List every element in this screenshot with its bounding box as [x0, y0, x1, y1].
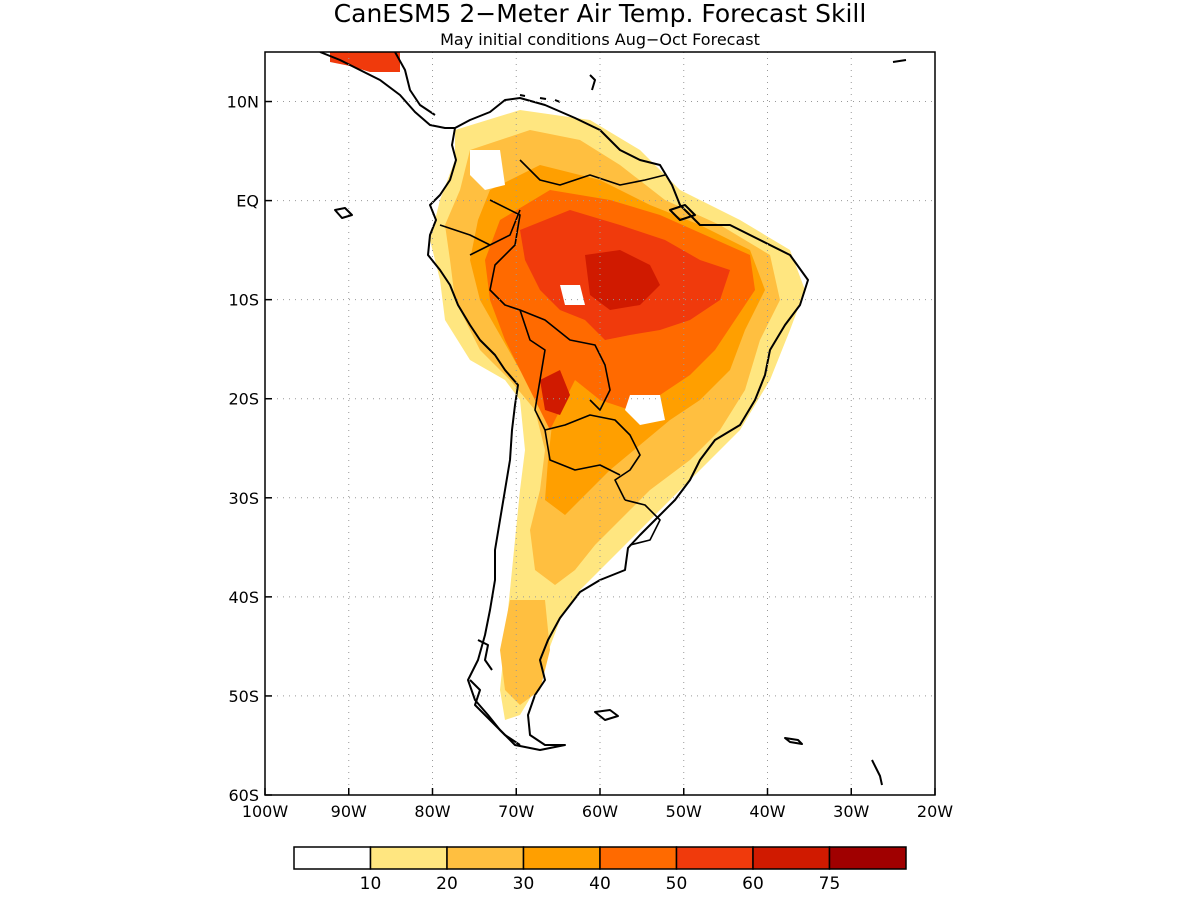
- chile-fjords: [469, 639, 521, 746]
- y-tick-label: 50S: [228, 687, 259, 706]
- x-tick-label: 50W: [666, 802, 702, 821]
- legend-label: 10: [360, 874, 382, 894]
- y-tick-label: 10S: [228, 291, 259, 310]
- x-tick-label: 80W: [414, 802, 450, 821]
- south-america-coast: [427, 97, 809, 751]
- x-tick-label: 40W: [749, 802, 785, 821]
- y-axis: 10N EQ 10S 20S 30S 40S 50S 60S: [227, 93, 272, 805]
- skill-hole-3: [560, 285, 585, 305]
- x-tick-label: 90W: [331, 802, 367, 821]
- legend-swatch: [599, 846, 678, 870]
- x-tick-label: 30W: [833, 802, 869, 821]
- legend-swatch: [828, 846, 907, 870]
- legend-swatch: [446, 846, 525, 870]
- y-tick-label: 10N: [227, 93, 259, 112]
- color-legend: 10 20 30 40 50 60 75: [293, 846, 907, 894]
- x-tick-label: 70W: [498, 802, 534, 821]
- caribbean-islands: [519, 59, 907, 103]
- coastlines: [319, 52, 907, 786]
- x-tick-label: 20W: [917, 802, 953, 821]
- x-axis: 100W 90W 80W 70W 60W 50W 40W 30W 20W: [242, 788, 953, 821]
- y-tick-label: 30S: [228, 489, 259, 508]
- legend-label: 60: [742, 874, 764, 894]
- south-sandwich-islands: [871, 759, 883, 786]
- y-tick-label: 60S: [228, 786, 259, 805]
- chart-subtitle: May initial conditions Aug−Oct Forecast: [440, 30, 760, 49]
- y-tick-label: 20S: [228, 390, 259, 409]
- legend-swatch: [675, 846, 754, 870]
- x-tick-label: 60W: [582, 802, 618, 821]
- south-georgia: [784, 737, 803, 745]
- legend-label: 75: [819, 874, 841, 894]
- legend-swatch: [752, 846, 831, 870]
- plot-area: [265, 52, 935, 795]
- y-tick-label: 40S: [228, 588, 259, 607]
- skill-region-60-75: [585, 250, 660, 310]
- skill-region-60-75-b: [540, 370, 570, 415]
- grid-lines: [265, 52, 935, 795]
- legend-label: 30: [513, 874, 535, 894]
- legend-label: 40: [589, 874, 611, 894]
- legend-label: 20: [436, 874, 458, 894]
- central-america-coast: [319, 52, 455, 129]
- falkland-islands: [594, 709, 619, 721]
- legend-swatch: [369, 846, 448, 870]
- amazon-delta: [669, 204, 696, 221]
- legend-swatch: [293, 846, 372, 870]
- chart-title: CanESM5 2−Meter Air Temp. Forecast Skill: [334, 0, 867, 28]
- skill-region-30-40-south: [500, 600, 550, 705]
- legend-label: 50: [666, 874, 688, 894]
- y-tick-label: EQ: [236, 192, 259, 211]
- skill-hole-1: [625, 395, 665, 425]
- skill-region-central-america: [330, 52, 400, 72]
- skill-shading: [330, 52, 805, 720]
- galapagos-islands: [334, 207, 353, 219]
- skill-hole-2: [470, 150, 505, 190]
- legend-swatch: [522, 846, 601, 870]
- x-tick-label: 100W: [242, 802, 289, 821]
- country-borders: [439, 159, 666, 546]
